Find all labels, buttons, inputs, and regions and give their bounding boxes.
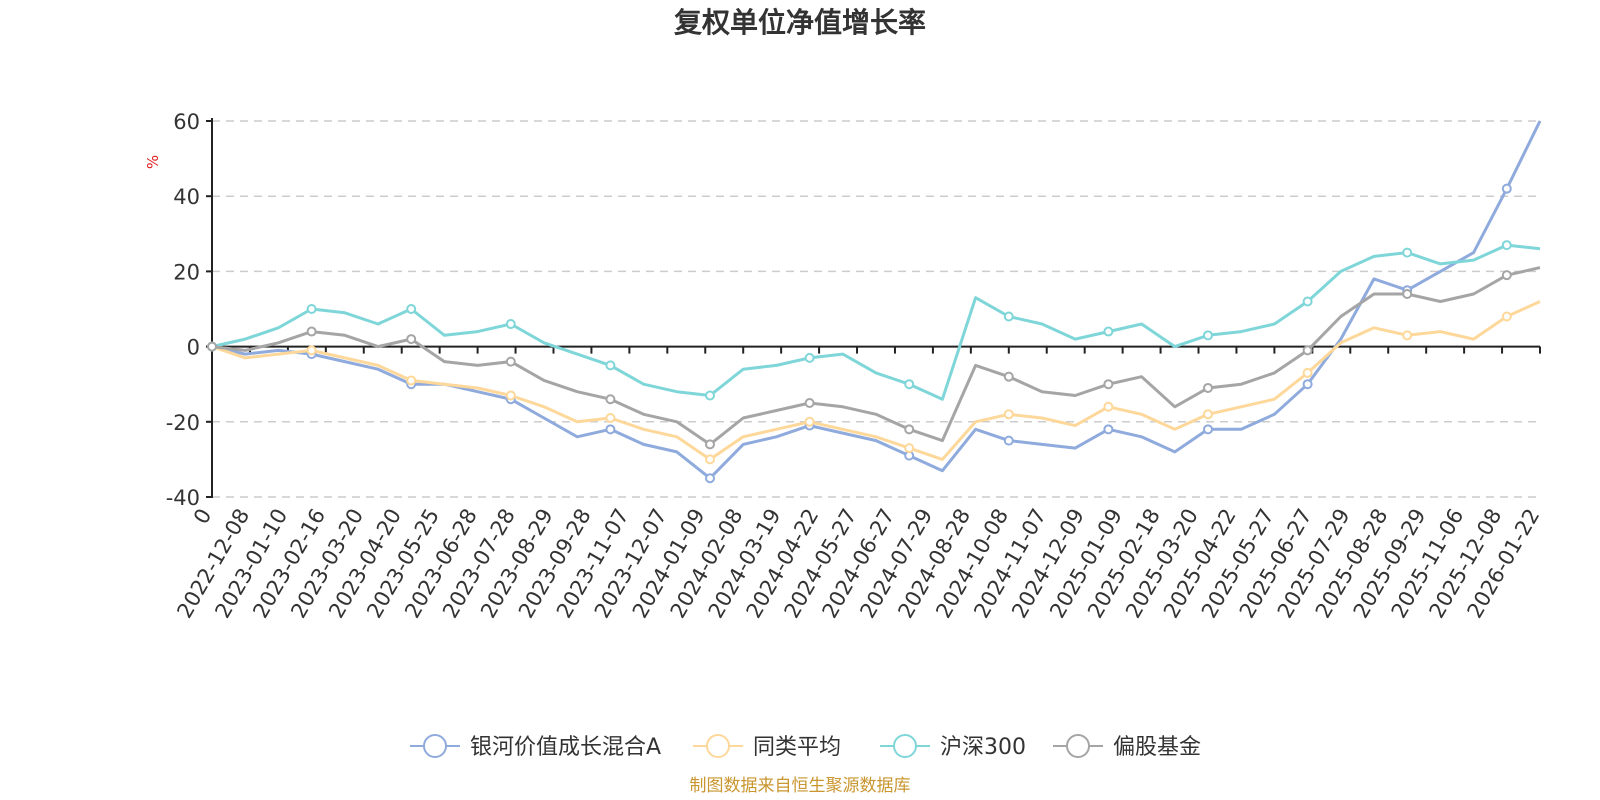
series-point-1: [406, 375, 417, 386]
series-point-3: [1402, 288, 1413, 299]
series-point-0: [705, 473, 715, 484]
series-point-2: [605, 360, 616, 371]
series-point-2: [306, 304, 317, 314]
series-point-2: [406, 304, 417, 314]
series-point-3: [804, 398, 815, 408]
legend-item-1[interactable]: 同类平均: [693, 734, 841, 760]
series-point-3: [1302, 345, 1313, 356]
legend[interactable]: 银河价值成长混合A 同类平均 沪深300 偏股基金: [410, 734, 1201, 760]
legend-item-0[interactable]: 银河价值成长混合A: [410, 734, 661, 760]
series-point-3: [406, 334, 417, 345]
series-point-1: [505, 390, 516, 401]
series-point-1: [1402, 330, 1413, 341]
series-point-1: [1003, 409, 1014, 420]
series-line-1: [211, 300, 1541, 461]
series-point-0: [1203, 424, 1213, 435]
legend-item-2[interactable]: 沪深300: [880, 734, 1026, 760]
y-tick-label: -40: [166, 486, 200, 510]
series-point-1: [1103, 401, 1114, 412]
series-point-0: [1302, 379, 1313, 390]
series-point-1: [1203, 409, 1213, 420]
legend-marker: [893, 734, 917, 758]
series-line-3: [211, 266, 1541, 446]
series-line-2: [211, 243, 1541, 401]
series-point-0: [1103, 424, 1114, 435]
series-point-2: [904, 379, 915, 390]
y-axis-unit: %: [144, 155, 162, 169]
legend-item-3[interactable]: 偏股基金: [1053, 734, 1201, 760]
grid-layer: [212, 120, 1540, 498]
series-point-1: [705, 454, 715, 465]
series-point-2: [804, 352, 815, 363]
axis-layer: 6040200-20-4002022-12-082023-01-102023-0…: [166, 110, 1545, 622]
legend-marker: [1066, 734, 1090, 758]
legend-label: 偏股基金: [1113, 735, 1201, 760]
series-point-3: [306, 326, 317, 337]
series-point-3: [505, 356, 516, 367]
series-point-0: [605, 424, 616, 435]
series-point-3: [1003, 371, 1014, 382]
y-tick-label: 60: [173, 110, 200, 134]
series-point-1: [605, 413, 616, 424]
series-point-3: [1203, 382, 1213, 393]
series-point-2: [705, 390, 715, 401]
series-point-0: [1501, 183, 1512, 194]
series-line-0: [211, 120, 1542, 480]
x-tick-label: 0: [189, 505, 216, 529]
y-tick-label: 20: [173, 260, 200, 284]
chart-title: 复权单位净值增长率: [674, 6, 926, 39]
series-point-3: [207, 341, 217, 352]
series-point-1: [804, 416, 815, 427]
series-point-3: [1103, 379, 1114, 390]
series-layer: [207, 120, 1542, 484]
series-point-3: [904, 424, 915, 435]
series-point-3: [1501, 270, 1512, 281]
series-point-2: [1501, 240, 1512, 251]
series-point-3: [605, 394, 616, 405]
series-point-2: [1103, 326, 1114, 337]
series-point-2: [505, 319, 516, 330]
source-note: 制图数据来自恒生聚源数据库: [690, 776, 911, 796]
y-tick-label: 40: [173, 185, 200, 209]
series-point-0: [1003, 435, 1014, 446]
series-point-1: [306, 345, 317, 356]
legend-label: 沪深300: [940, 735, 1026, 760]
legend-label: 同类平均: [753, 735, 841, 760]
legend-marker: [706, 734, 730, 758]
series-point-2: [1302, 296, 1313, 307]
series-point-2: [1203, 330, 1213, 341]
series-point-2: [1003, 311, 1014, 322]
y-tick-label: 0: [187, 336, 200, 360]
series-point-2: [1402, 247, 1413, 258]
series-point-1: [904, 443, 915, 454]
series-point-1: [1302, 367, 1313, 378]
series-point-3: [705, 439, 715, 450]
series-point-1: [1501, 311, 1512, 322]
y-tick-label: -20: [166, 411, 200, 435]
legend-label: 银河价值成长混合A: [470, 735, 661, 760]
legend-marker: [423, 734, 447, 758]
